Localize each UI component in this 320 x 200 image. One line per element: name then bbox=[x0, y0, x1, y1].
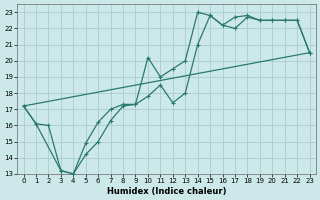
X-axis label: Humidex (Indice chaleur): Humidex (Indice chaleur) bbox=[107, 187, 226, 196]
